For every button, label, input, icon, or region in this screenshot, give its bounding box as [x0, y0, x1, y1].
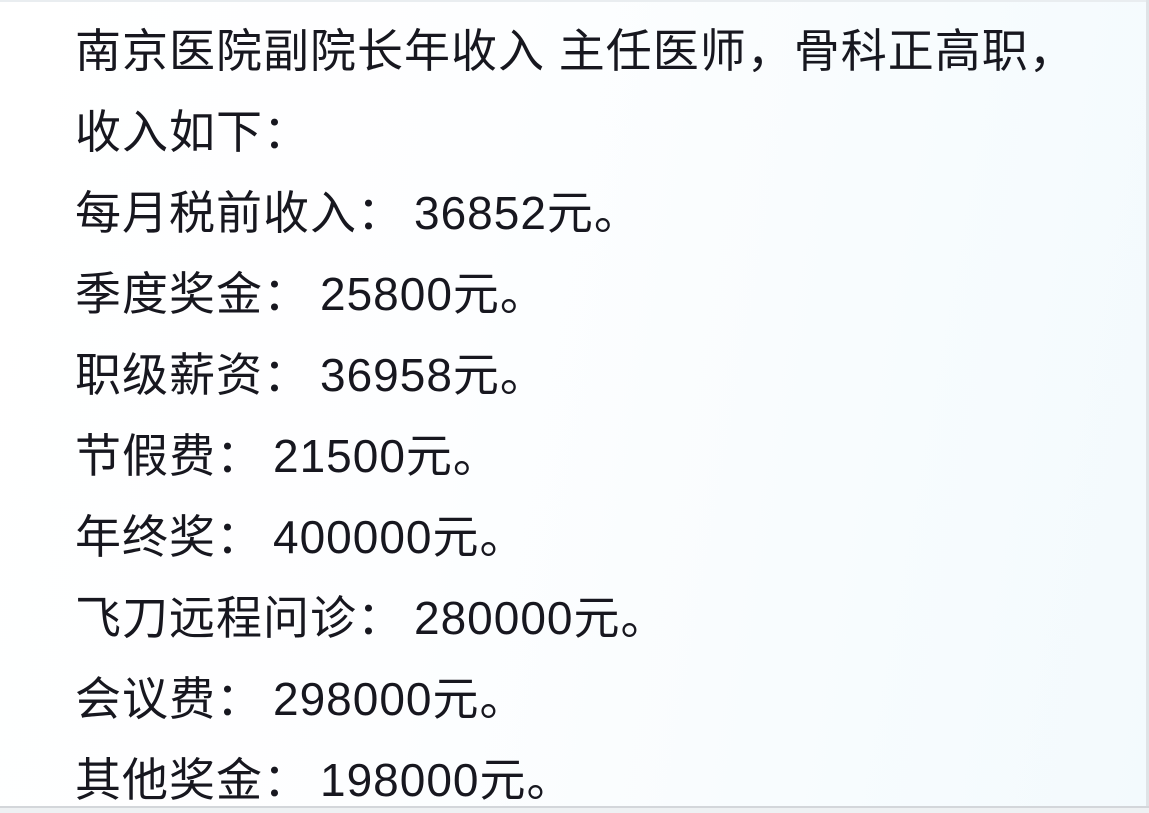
income-label: 节假费：	[75, 429, 263, 482]
income-amount: 198000元。	[320, 753, 574, 806]
income-line: 节假费： 21500元。	[75, 412, 1119, 493]
income-amount: 21500元。	[273, 429, 500, 482]
income-label: 其他奖金：	[75, 753, 310, 806]
income-label: 年终奖：	[75, 510, 263, 563]
right-edge-line	[1146, 0, 1149, 813]
text-content: 南京医院副院长年收入 主任医师，骨科正高职， 收入如下： 每月税前收入： 368…	[75, 7, 1119, 813]
bottom-edge-line	[0, 806, 1149, 813]
income-line: 职级薪资： 36958元。	[75, 331, 1119, 412]
intro-line: 收入如下：	[75, 105, 310, 158]
income-amount: 400000元。	[273, 510, 527, 563]
income-label: 会议费：	[75, 672, 263, 725]
income-label: 职级薪资：	[75, 348, 310, 401]
income-label: 每月税前收入：	[75, 186, 404, 239]
income-amount: 280000元。	[414, 591, 668, 644]
income-amount: 36958元。	[320, 348, 547, 401]
income-line: 会议费： 298000元。	[75, 655, 1119, 736]
income-amount: 298000元。	[273, 672, 527, 725]
top-edge-line	[0, 0, 1149, 2]
income-line: 其他奖金： 198000元。	[75, 736, 1119, 813]
income-amount: 25800元。	[320, 267, 547, 320]
income-line: 飞刀远程问诊： 280000元。	[75, 574, 1119, 655]
income-label: 飞刀远程问诊：	[75, 591, 404, 644]
intro-line: 南京医院副院长年收入 主任医师，骨科正高职，	[75, 24, 1076, 77]
income-line: 季度奖金： 25800元。	[75, 250, 1119, 331]
income-line: 年终奖： 400000元。	[75, 493, 1119, 574]
income-amount: 36852元。	[414, 186, 641, 239]
income-line: 每月税前收入： 36852元。	[75, 169, 1119, 250]
income-label: 季度奖金：	[75, 267, 310, 320]
